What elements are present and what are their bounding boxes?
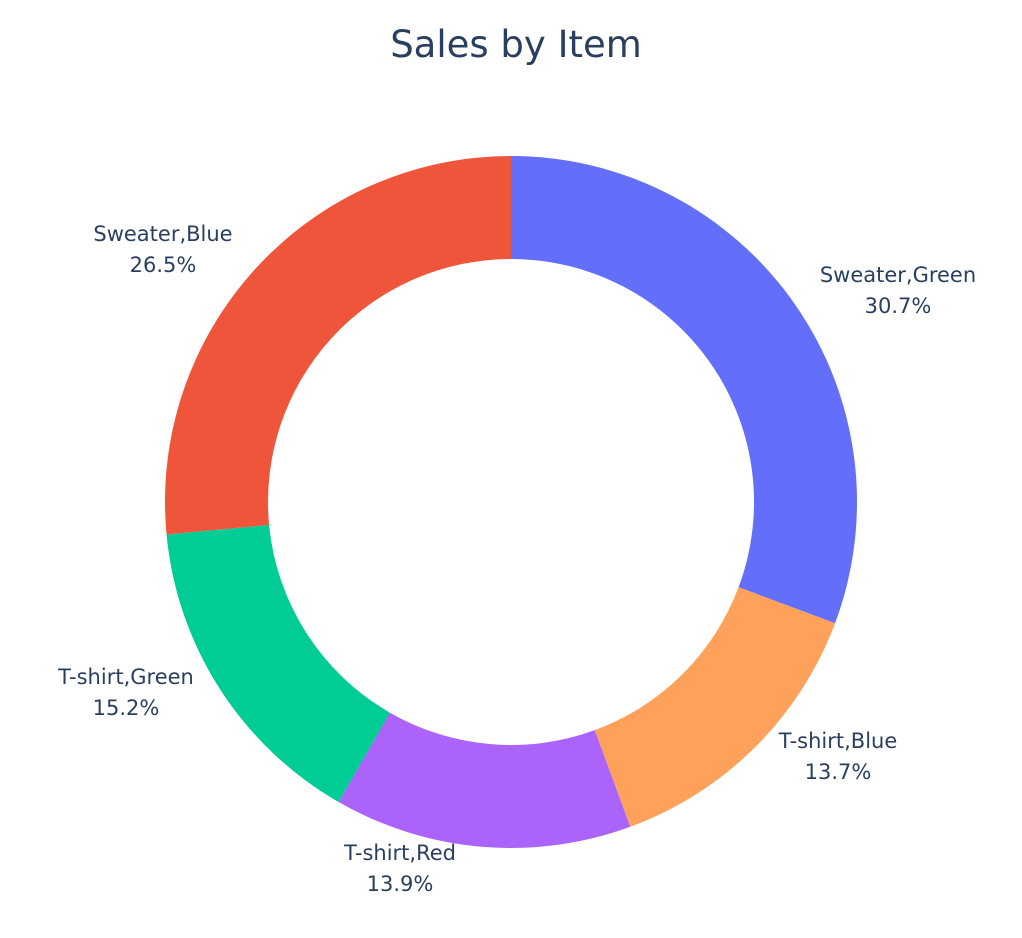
chart-title: Sales by Item: [390, 23, 642, 66]
slice-label-percent-0: 30.7%: [865, 294, 932, 318]
slice-label-name-3: T-shirt,Green: [57, 665, 194, 689]
donut-slices: [164, 156, 857, 849]
slice-label-name-1: T-shirt,Blue: [778, 729, 898, 753]
donut-slice-1[interactable]: [594, 587, 836, 827]
donut-slice-3[interactable]: [166, 524, 390, 803]
slice-labels: Sweater,Green 30.7% T-shirt,Blue 13.7% T-shi…: [57, 222, 976, 896]
slice-label-percent-3: 15.2%: [93, 696, 160, 720]
slice-label-percent-1: 13.7%: [805, 760, 872, 784]
slice-label-percent-2: 13.9%: [367, 872, 434, 896]
donut-slice-4[interactable]: [164, 156, 511, 535]
slice-label-name-4: Sweater,Blue: [93, 222, 232, 246]
slice-label-name-0: Sweater,Green: [820, 263, 976, 287]
slice-label-name-2: T-shirt,Red: [343, 841, 456, 865]
donut-slice-2[interactable]: [338, 712, 631, 849]
donut-slice-0[interactable]: [511, 156, 857, 624]
slice-label-percent-4: 26.5%: [130, 253, 197, 277]
